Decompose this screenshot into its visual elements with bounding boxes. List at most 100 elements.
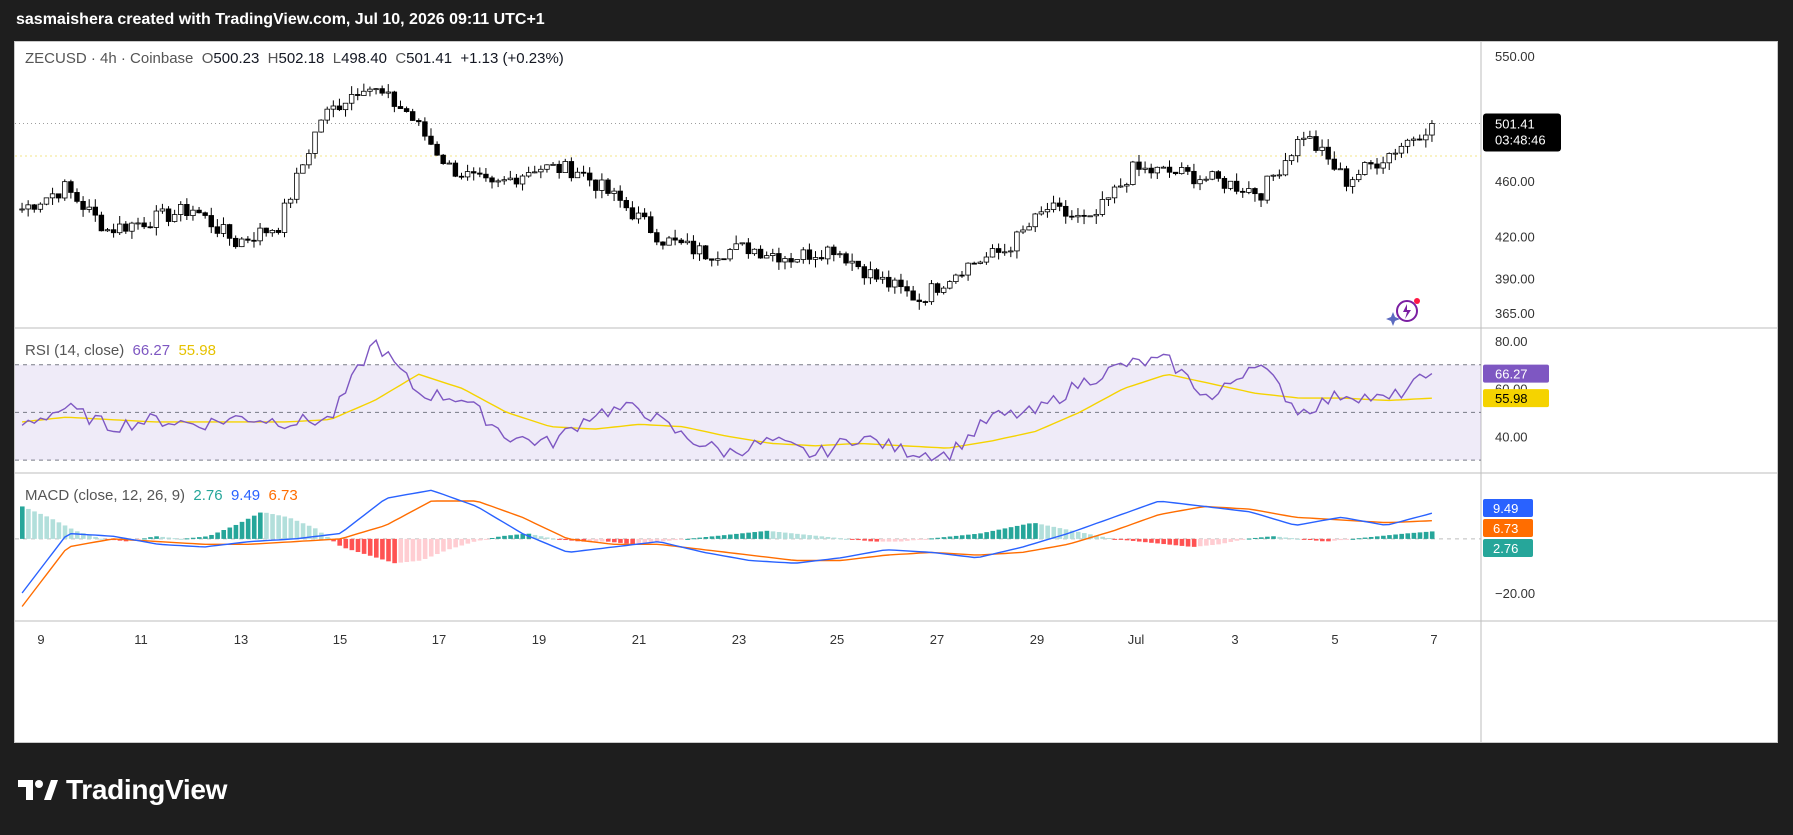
candle-bear [1240,190,1246,193]
macd-hist-bar [1295,538,1301,540]
tradingview-logo-icon [18,780,58,800]
macd-hist-bar [1381,535,1386,539]
macd-hist-bar [1259,537,1264,539]
macd-hist-bar [557,538,562,540]
candle-bear [1258,193,1264,201]
macd-label[interactable]: MACD (close, 12, 26, 9) [25,487,186,504]
price-legend: ZECUSD · 4h · Coinbase O500.23 H502.18 L… [25,50,564,67]
candle-bull [257,227,263,242]
candle-bear [855,260,861,268]
macd-hist-bar [508,535,513,539]
tradingview-logo[interactable]: TradingView [18,772,227,808]
candle-bull [983,256,990,263]
macd-hist-bar [1191,538,1197,547]
macd-hist-bar [1234,538,1240,541]
sparkle-icon-star [1386,312,1400,326]
macd-hist-bar [233,524,239,539]
macd-hist-bar [1344,538,1350,540]
macd-hist-bar [1088,534,1093,539]
macd-hist-bar [813,535,819,539]
macd-hist-bar [87,535,92,539]
candle-bear [831,246,837,256]
chart-frame[interactable]: 550.00 460.00 420.00 390.00 365.00 501.41 03:4… [14,41,1778,743]
candle-bull [544,164,550,170]
candle-bull [1386,153,1392,164]
macd-hist-bar [1216,538,1221,545]
macd-hist-bar [1173,538,1179,546]
macd-hist-bar [1265,536,1270,539]
candle-bull [1319,146,1325,151]
candle-bull [1423,134,1429,141]
candle-bull [1398,145,1405,154]
high-value: 502.18 [278,50,325,67]
macd-hist-bar [996,529,1002,539]
macd-hist-bar [856,538,861,541]
candle-bull [1087,215,1093,218]
candle-bear [1252,188,1258,195]
macd-hist-bar [1283,537,1289,539]
candle-bull [867,269,874,279]
macd-hist-bar [1106,538,1112,540]
candle-bull [1032,213,1038,228]
macd-hist-bar [1429,531,1435,539]
macd-hist-bar [679,538,684,540]
candle-bear [251,239,257,242]
macd-hist-bar [215,532,220,539]
macd-hist-bar [1411,532,1417,539]
candle-bull [324,108,330,121]
macd-hist-bar [1136,538,1142,542]
candle-bear [110,229,117,234]
candle-bull [1209,171,1215,180]
candle-bull [1117,185,1124,188]
macd-hist-bar [343,538,349,549]
candle-bear [1325,146,1331,160]
macd-hist-bar [959,535,965,539]
macd-hist-bar [715,535,721,539]
candle-bear [214,226,221,234]
candle-bull [1282,160,1289,176]
macd-hist-bar [471,538,477,542]
candle-bear [660,241,666,246]
macd-hist-bar [300,523,306,539]
macd-hist-bar [148,537,153,539]
macd-hist-bar [538,536,544,539]
candle-bull [25,204,31,210]
macd-hist-bar [734,533,739,539]
candle-bear [709,258,715,261]
macd-hist-bar [209,534,214,539]
macd-hist-bar [819,536,825,539]
macd-hist-bar [1362,537,1368,539]
macd-hist-bar [32,511,37,539]
macd-hist-bar [770,531,776,539]
macd-hist-bar [203,536,208,539]
macd-hist-bar [1246,538,1252,540]
rsi-value-tag-text: 66.27 [1495,367,1528,382]
macd-hist-bar [1100,536,1105,539]
macd-hist-bar [599,538,605,542]
chart-canvas[interactable]: 550.00460.00420.00390.00365.00501.4103:4… [15,42,1778,743]
candle-bull [86,206,92,210]
macd-hist-bar [789,533,794,539]
macd-hist-bar [483,538,489,540]
candle-bear [147,226,153,229]
candle-bull [1111,186,1118,199]
candle-bull [1002,251,1008,254]
rsi-label[interactable]: RSI (14, close) [25,342,125,359]
candle-bull [1197,179,1203,185]
candle-bear [818,257,825,260]
candle-bear [629,207,636,220]
symbol-label[interactable]: ZECUSD · 4h · Coinbase [25,50,194,67]
time-axis-label: Jul [1128,632,1145,647]
macd-hist-bar [1332,538,1337,541]
macd-hist-bar [758,531,764,539]
macd-signal-value: 6.73 [268,487,298,504]
macd-hist-bar [422,538,428,559]
candle-bear [31,204,37,210]
candle-bear [1136,161,1142,170]
macd-histogram [20,506,1435,564]
candle-bear [245,238,251,241]
macd-hist-bar [666,538,672,541]
candle-bear [92,206,98,216]
candle-bear [641,212,648,218]
candle-bear [452,162,459,177]
